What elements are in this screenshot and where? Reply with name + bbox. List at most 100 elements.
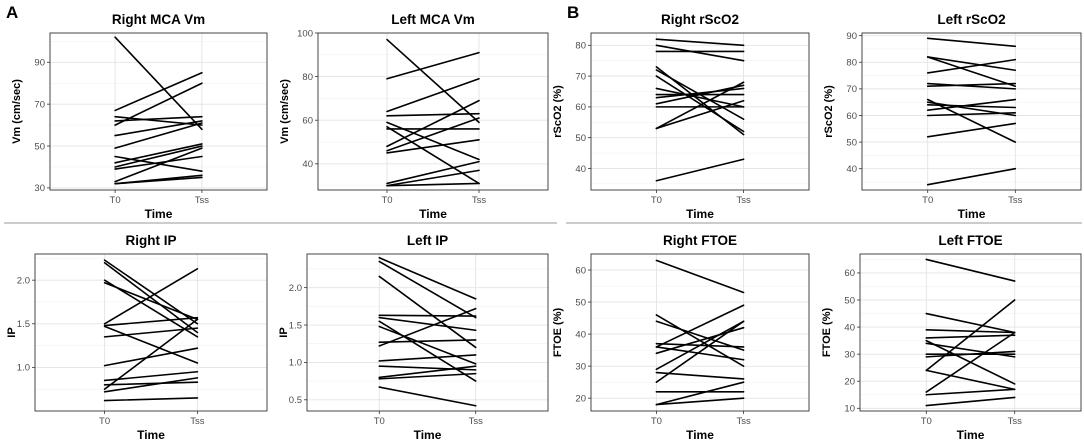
y-axis-label: rScO2 (%) bbox=[552, 85, 564, 138]
series-line-10 bbox=[378, 354, 477, 362]
x-tick-label: Tss bbox=[472, 195, 487, 206]
series-line-2 bbox=[925, 312, 1016, 334]
series-line-6 bbox=[103, 316, 199, 327]
y-tick-label: 70 bbox=[34, 99, 45, 110]
series-line-5 bbox=[103, 268, 199, 325]
series-line-10 bbox=[386, 139, 480, 154]
y-axis-label: Vm (cm/sec) bbox=[11, 79, 23, 144]
plot-border bbox=[859, 253, 1082, 412]
y-tick-label: 60 bbox=[844, 268, 855, 279]
plot-background bbox=[307, 254, 548, 411]
series-line-11 bbox=[386, 160, 480, 185]
chart-left-ftoe: 10 20 30 40 50 60 T0 Tss Left FTOE Time FTOE (%) bbox=[821, 233, 1082, 442]
plot-background bbox=[50, 33, 267, 190]
chart-title: Right MCA Vm bbox=[112, 12, 205, 27]
series-line-2 bbox=[114, 71, 203, 112]
y-axis-label: IP bbox=[6, 327, 18, 337]
y-tick-label: 90 bbox=[34, 58, 45, 69]
series-line-7 bbox=[114, 122, 203, 149]
y-tick-label: 100 bbox=[297, 28, 313, 39]
y-tick-label: 1.5 bbox=[289, 320, 302, 331]
y-axis-label: Vm (cm/sec) bbox=[279, 79, 291, 144]
plot-border bbox=[590, 32, 810, 191]
series-line-11 bbox=[103, 381, 199, 386]
y-tick-label: 70 bbox=[575, 71, 586, 82]
series-line-4 bbox=[386, 112, 480, 117]
series-line-12 bbox=[655, 81, 745, 130]
y-tick-label: 20 bbox=[844, 377, 855, 388]
series-line-4 bbox=[103, 281, 199, 321]
series-line-6 bbox=[926, 82, 1017, 88]
x-axis-label: Time bbox=[958, 207, 986, 221]
y-tick-label: 2.0 bbox=[289, 283, 302, 294]
series-line-2 bbox=[655, 44, 745, 62]
y-tick-label: 50 bbox=[844, 295, 855, 306]
series-line-3 bbox=[925, 328, 1016, 334]
chart-right-ip: 1.0 1.5 2.0 T0 Tss Right IP Time IP bbox=[6, 233, 268, 442]
y-tick-label: 60 bbox=[846, 111, 857, 122]
chart-title: Left IP bbox=[407, 233, 448, 248]
plot-border bbox=[49, 32, 268, 191]
series-line-12 bbox=[926, 122, 1017, 138]
series-line-11 bbox=[925, 331, 1016, 393]
series-line-1 bbox=[925, 258, 1016, 282]
y-tick-label: 40 bbox=[302, 159, 313, 170]
series-line-2 bbox=[103, 261, 199, 334]
x-tick-label: Tss bbox=[1008, 195, 1023, 206]
plot-background bbox=[860, 254, 1081, 411]
x-tick-label: Tss bbox=[736, 416, 751, 427]
y-tick-label: 60 bbox=[302, 116, 313, 127]
series-line-9 bbox=[655, 371, 745, 380]
series-line-3 bbox=[926, 56, 1017, 72]
chart-title: Right rScO2 bbox=[661, 12, 739, 27]
x-tick-label: T0 bbox=[381, 195, 392, 206]
series-line-11 bbox=[378, 365, 477, 371]
x-axis-label: Time bbox=[419, 207, 447, 221]
x-tick-label: Tss bbox=[195, 195, 210, 206]
y-tick-label: 70 bbox=[846, 84, 857, 95]
chart-right-rsco2: 40 50 60 70 80 T0 Tss Right rScO2 Time rScO2 (%) bbox=[552, 12, 810, 221]
chart-right-mca-vm: 30 50 70 90 T0 Tss Right MCA Vm Time Vm (cm/sec) bbox=[11, 12, 268, 221]
x-axis-label: Time bbox=[957, 428, 985, 442]
y-tick-label: 80 bbox=[575, 41, 586, 52]
series-line-9 bbox=[925, 299, 1016, 372]
series-line-8 bbox=[925, 350, 1016, 358]
chart-right-ftoe: 20 30 40 50 60 T0 Tss Right FTOE Time FTOE (%) bbox=[552, 233, 810, 442]
series-line-14 bbox=[103, 397, 199, 402]
chart-title: Right FTOE bbox=[663, 233, 737, 248]
x-axis-label: Time bbox=[137, 428, 165, 442]
x-tick-label: Tss bbox=[469, 416, 484, 427]
y-axis-label: FTOE (%) bbox=[552, 308, 564, 358]
series-line-9 bbox=[386, 117, 480, 152]
series-line-11 bbox=[926, 112, 1017, 117]
panel-label-a: A bbox=[6, 3, 18, 22]
x-tick-label: T0 bbox=[922, 195, 933, 206]
series-line-13 bbox=[103, 377, 199, 393]
y-tick-label: 40 bbox=[846, 164, 857, 175]
series-line-9 bbox=[103, 347, 199, 367]
x-tick-label: T0 bbox=[110, 195, 121, 206]
series-line-13 bbox=[925, 396, 1016, 407]
series-line-10 bbox=[926, 98, 1017, 111]
series-line-3 bbox=[386, 77, 480, 113]
series-line-1 bbox=[114, 36, 203, 131]
series-line-2 bbox=[926, 56, 1017, 88]
series-line-13 bbox=[378, 372, 477, 380]
y-tick-label: 30 bbox=[844, 349, 855, 360]
x-tick-label: T0 bbox=[921, 416, 932, 427]
y-tick-label: 80 bbox=[302, 72, 313, 83]
y-tick-label: 30 bbox=[575, 361, 586, 372]
series-line-13 bbox=[386, 182, 480, 187]
series-line-1 bbox=[378, 256, 477, 300]
series-line-1 bbox=[655, 38, 745, 47]
series-line-8 bbox=[378, 339, 477, 344]
y-tick-label: 40 bbox=[575, 329, 586, 340]
series-line-3 bbox=[655, 320, 745, 351]
series-line-3 bbox=[378, 275, 477, 349]
y-tick-label: 50 bbox=[846, 137, 857, 148]
series-line-12 bbox=[386, 169, 480, 187]
series-line-13 bbox=[926, 167, 1017, 186]
series-line-7 bbox=[103, 325, 199, 364]
x-axis-label: Time bbox=[686, 207, 714, 221]
y-axis-label: FTOE (%) bbox=[821, 308, 833, 358]
